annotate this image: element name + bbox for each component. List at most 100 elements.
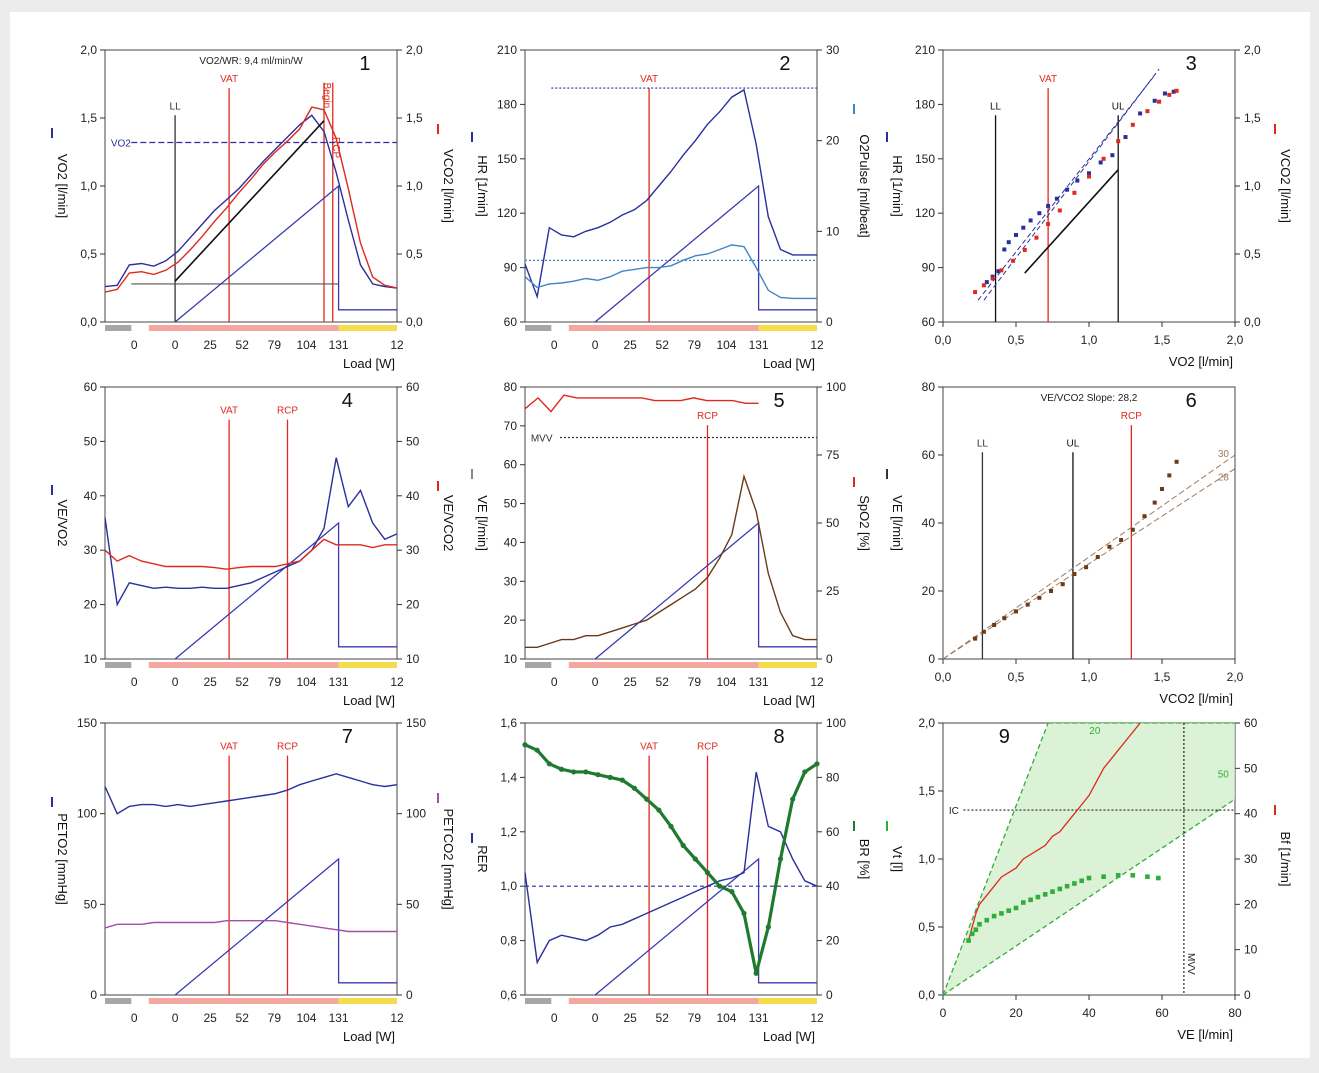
panel-9-ytick-left-label: 0,5 xyxy=(918,920,935,934)
panel-5-ytick-left-label: 60 xyxy=(504,458,518,472)
panel-6-point-ve xyxy=(1060,582,1065,587)
panel-8-ytick-left-label: 1,2 xyxy=(500,825,517,839)
panel-1-ll-line-label: LL xyxy=(170,101,182,112)
panel-5-number: 5 xyxy=(773,390,784,412)
panel-8-series-br-segment xyxy=(681,843,697,861)
panel-3: 60 90 120 150 180 210 0,0 0,5 1,0 1,5 2,0 HR [1/min… xyxy=(886,43,1293,369)
panel-6: 0 20 40 60 80 VE [l/min] 0,0 0,5 1,0 1,5 2,0 VCO2 [… xyxy=(886,380,1244,706)
panel-8-ylabel-left: RER xyxy=(475,845,490,872)
panel-2-ytick-right-label: 20 xyxy=(826,134,840,148)
panel-3-point-hr xyxy=(1087,171,1091,176)
panel-4-ytick-left-label: 50 xyxy=(84,434,98,448)
panel-1-series-vco2 xyxy=(104,106,398,293)
panel-8-series-br-segment xyxy=(791,770,807,801)
panel-4-ytick-left-label: 40 xyxy=(84,489,98,503)
panel-1-ylabel-left: VO2 [l/min] xyxy=(55,154,70,218)
panel-8-series-br-segment xyxy=(523,743,539,752)
panel-5-ylabel-right: SpO2 [%] xyxy=(857,495,872,551)
panel-7-xtick-label: 12 xyxy=(390,1011,404,1025)
panel-4-series-ve-vo2 xyxy=(104,457,398,607)
panel-6-number: 6 xyxy=(1186,390,1197,412)
panel-9-xtick-label: 20 xyxy=(1009,1006,1023,1020)
panel-9-point-vt xyxy=(1050,889,1055,894)
panel-3-ytick-right-label: 1,0 xyxy=(1244,179,1261,193)
panel-7-ytick-right-label: 150 xyxy=(406,716,426,730)
panel-4: 10 20 30 40 50 60 10 20 30 40 50 60 VE/VO2 VE/VCO2 0 0 2… xyxy=(51,380,456,708)
panel-8-xtick-label: 79 xyxy=(688,1011,702,1025)
panel-5-ytick-right-label: 25 xyxy=(826,584,840,598)
panel-8-series-br-segment xyxy=(730,890,746,916)
panel-7-ylabel-right: PETCO2 [mmHg] xyxy=(441,808,456,909)
panel-2-phase-recovery xyxy=(758,325,817,331)
panel-1-rcp-label: RCP xyxy=(330,137,341,158)
panel-3-point-hr xyxy=(1014,232,1018,237)
panel-3-xtick-label: 0,0 xyxy=(935,333,952,347)
panel-8-ytick-right-label: 0 xyxy=(826,988,833,1002)
panel-7-xtick-label: 79 xyxy=(268,1011,282,1025)
panel-7: 0 50 100 150 0 50 100 150 PETO2 [mmHg] PETCO2 [mm… xyxy=(51,716,456,1044)
panel-7-xlabel: Load [W] xyxy=(343,1029,395,1044)
panel-6-xlabel: VCO2 [l/min] xyxy=(1159,691,1233,706)
panel-1-phase-recovery xyxy=(338,325,397,331)
panel-9-point-vt xyxy=(1028,897,1033,903)
panel-3-point-hr xyxy=(1075,178,1080,183)
panel-1-series-vo2 xyxy=(104,114,398,289)
panel-6-plot-area xyxy=(942,386,1236,660)
panel-1-ytick-left-label: 2,0 xyxy=(80,43,97,57)
panel-1: 0,0 0,5 1,0 1,5 2,0 0,0 0,5 1,0 1,5 2,0 VO2 [l/min… xyxy=(51,43,456,371)
panel-4-xtick-label: 52 xyxy=(236,675,250,689)
panel-2-ylabel-right: O2Pulse [ml/beat] xyxy=(857,134,872,237)
panel-4-ytick-right-label: 40 xyxy=(406,489,420,503)
panel-3-ytick-right-label: 2,0 xyxy=(1244,43,1261,57)
panel-1-ylabel-right: VCO2 [l/min] xyxy=(441,149,456,223)
panel-4-phase-rest xyxy=(105,662,132,668)
panel-1-xtick-label: 0 xyxy=(172,338,179,352)
panel-9-point-vt xyxy=(977,921,982,927)
panel-9-point-vt xyxy=(969,931,975,937)
panel-5-xlabel: Load [W] xyxy=(763,693,815,708)
panel-1-number: 1 xyxy=(359,53,370,75)
panel-3-ylabel-left: HR [1/min] xyxy=(890,155,905,216)
panel-3-point-vco2 xyxy=(1145,109,1150,114)
panel-3-point-hr xyxy=(1037,211,1042,216)
panel-3-point-vco2 xyxy=(1046,222,1051,227)
panel-8-series-br-segment xyxy=(547,762,564,771)
panel-3-point-hr xyxy=(984,280,989,285)
panel-9-point-vt xyxy=(1130,873,1136,878)
panel-1-title: VO2/WR: 9,4 ml/min/W xyxy=(199,56,303,67)
panel-6-ytick-left-label: 40 xyxy=(922,516,936,530)
panel-3-regression xyxy=(1024,169,1119,274)
panel-8-series-br-segment xyxy=(803,762,819,774)
panel-3-xtick-label: 1,0 xyxy=(1081,333,1098,347)
panel-7-ytick-right-label: 0 xyxy=(406,988,413,1002)
panel-8-ytick-left-label: 0,6 xyxy=(500,988,517,1002)
panel-5-ytick-left-label: 50 xyxy=(504,497,518,511)
panel-3-ylabel-right: VCO2 [l/min] xyxy=(1278,149,1293,223)
panel-2-xtick-label: 131 xyxy=(749,338,769,352)
panel-5-ytick-right-label: 100 xyxy=(826,380,846,394)
panel-8-ytick-left-label: 1,0 xyxy=(500,879,517,893)
panel-8-xtick-label: 0 xyxy=(551,1011,558,1025)
panel-6-point-ve xyxy=(1167,473,1172,478)
panel-7-ylabel-left: PETO2 [mmHg] xyxy=(55,813,70,905)
panel-5-ytick-right-label: 50 xyxy=(826,516,840,530)
panel-4-ytick-left-label: 60 xyxy=(84,380,98,394)
panel-6-xtick-label: 1,5 xyxy=(1154,670,1171,684)
panel-1-vo2wr-regression xyxy=(174,120,325,282)
panel-4-xtick-label: 131 xyxy=(329,675,349,689)
panel-9-ytick-right-label: 20 xyxy=(1244,897,1258,911)
panel-6-point-ve xyxy=(1119,538,1124,542)
panel-3-ytick-left-label: 60 xyxy=(922,315,936,329)
panel-9-series-bf xyxy=(967,722,1141,941)
panel-6-point-ve xyxy=(1152,500,1157,505)
panel-5-series-spo2 xyxy=(524,394,759,413)
panel-3-point-hr xyxy=(1054,196,1059,201)
panel-9-point-vt xyxy=(1021,900,1026,905)
panel-3-ytick-left-label: 120 xyxy=(915,206,935,220)
panel-5-ytick-left-label: 20 xyxy=(504,613,518,627)
panel-3-point-hr xyxy=(1006,240,1011,245)
panel-7-xtick-label: 104 xyxy=(296,1011,316,1025)
panel-5-mvv-label: MVV xyxy=(531,434,553,445)
panel-5-xtick-label: 79 xyxy=(688,675,702,689)
